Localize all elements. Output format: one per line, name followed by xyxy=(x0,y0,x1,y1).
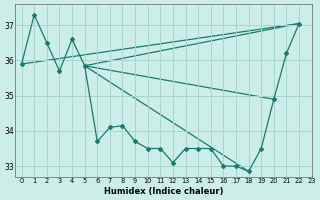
X-axis label: Humidex (Indice chaleur): Humidex (Indice chaleur) xyxy=(104,187,223,196)
